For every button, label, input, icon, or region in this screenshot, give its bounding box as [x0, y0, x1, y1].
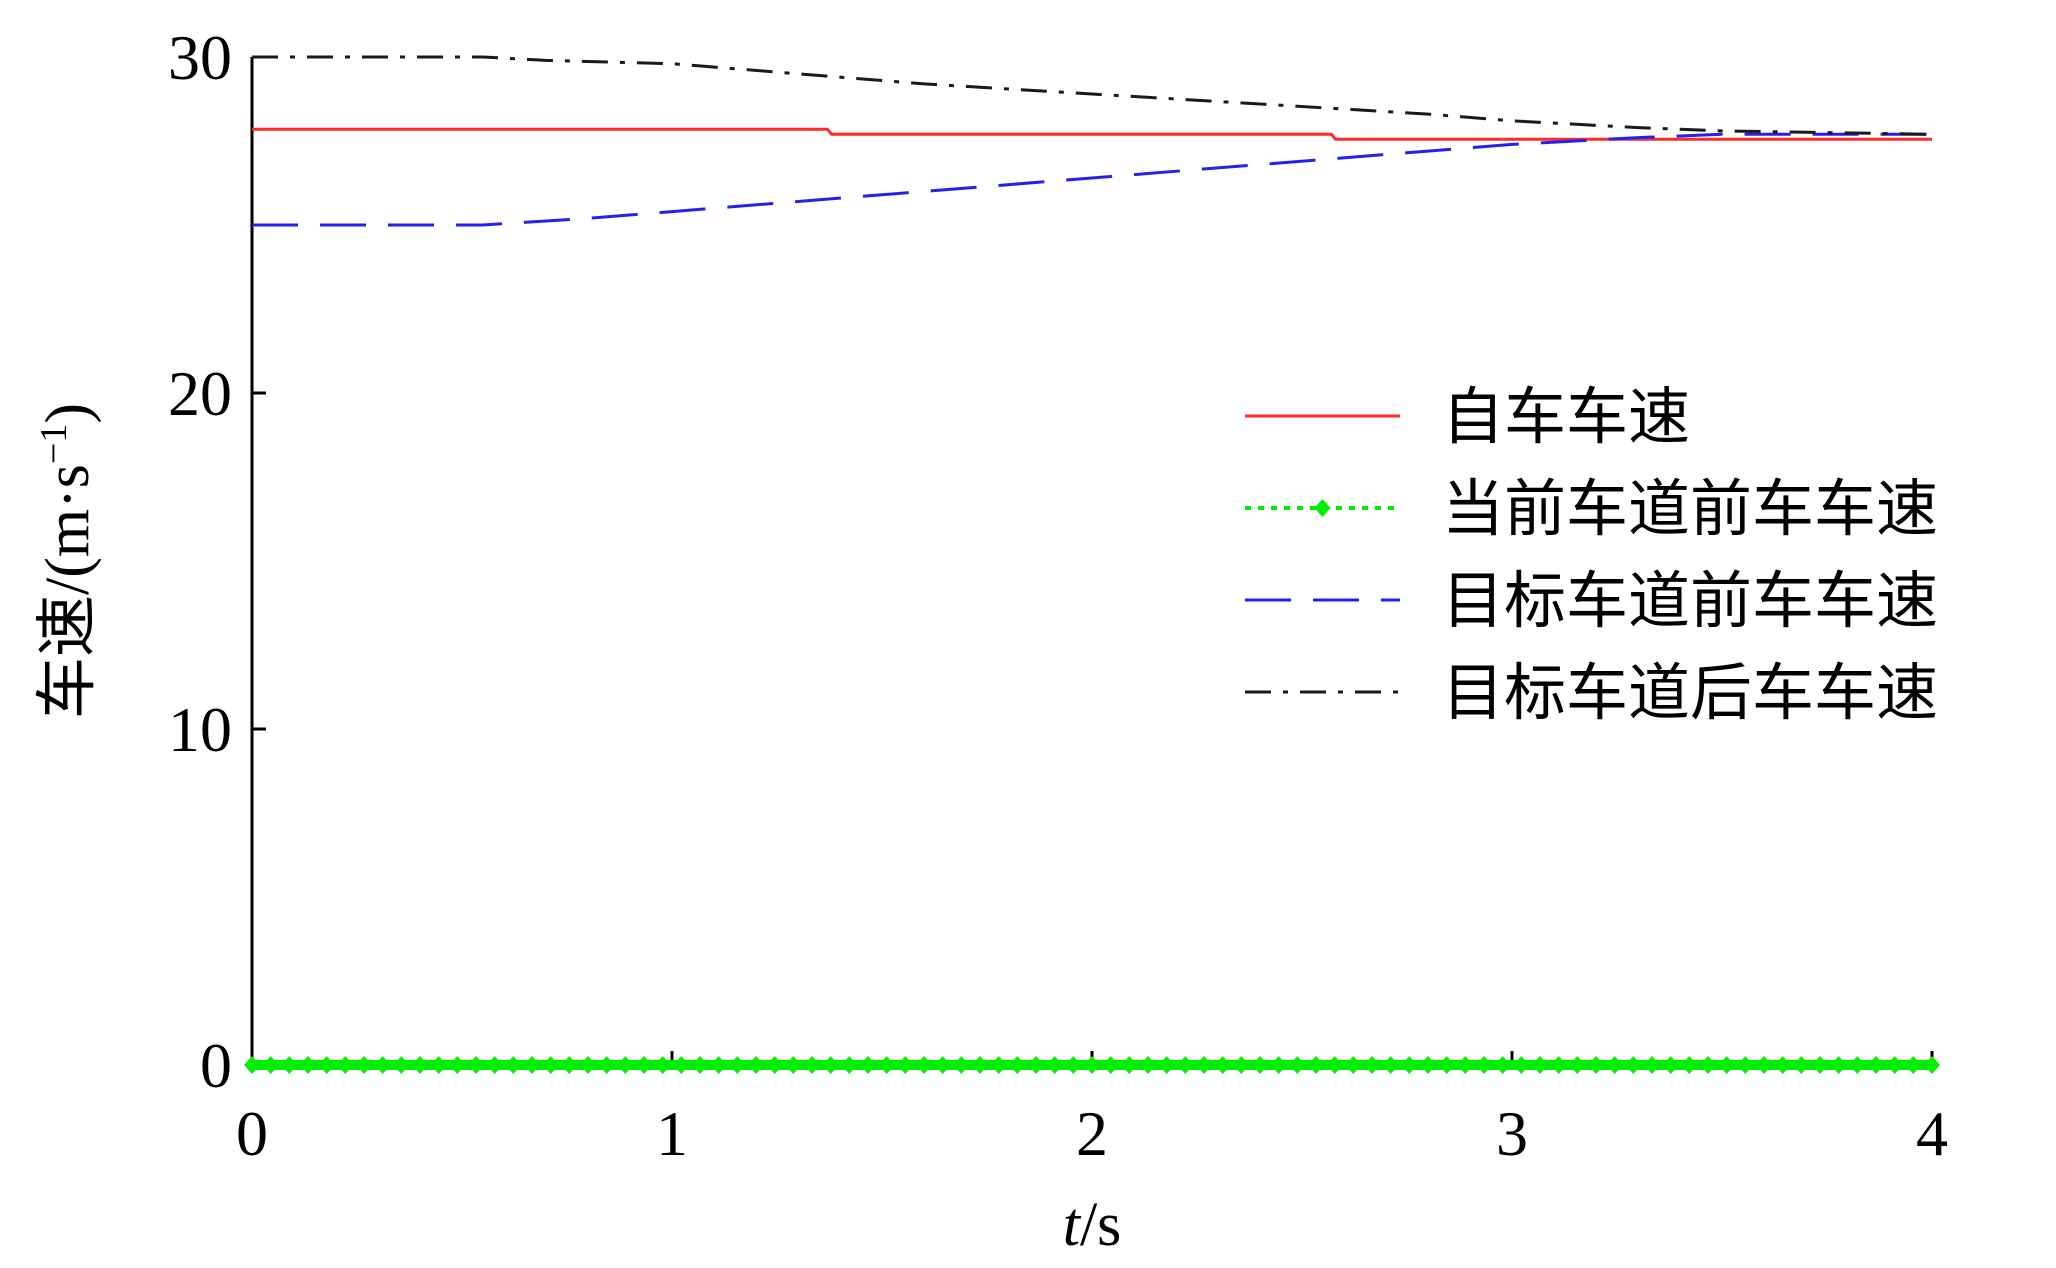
- y-tick-label: 30: [168, 22, 232, 93]
- series-line-2: [252, 132, 1932, 227]
- legend-label-1: 当前车道前车车速: [1442, 472, 1938, 545]
- series-line-0: [252, 127, 1932, 141]
- x-ticks: 0 1 2 3 4: [236, 1051, 1948, 1169]
- legend-marker-1: [1314, 499, 1331, 517]
- legend-label-3: 目标车道后车车速: [1442, 656, 1938, 729]
- x-axis-label-unit: /s: [1080, 1191, 1121, 1259]
- x-tick-label: 4: [1916, 1098, 1948, 1169]
- y-axis-label-superscript: −1: [33, 424, 75, 464]
- x-tick-label: 1: [656, 1098, 688, 1169]
- x-tick-label: 0: [236, 1098, 268, 1169]
- legend-label-0: 自车车速: [1442, 380, 1690, 453]
- y-axis-label-close: ): [34, 403, 102, 424]
- y-axis-label-text: 车速/(m·s: [34, 464, 102, 719]
- x-tick-label: 2: [1076, 1098, 1108, 1169]
- y-tick-label: 20: [168, 358, 232, 429]
- x-axis-label: t/s: [1063, 1191, 1122, 1259]
- x-axis-label-symbol: t: [1063, 1191, 1082, 1259]
- y-tick-label: 0: [200, 1030, 232, 1101]
- x-tick-label: 3: [1496, 1098, 1528, 1169]
- series-layer: [244, 55, 1940, 1074]
- y-axis-label: 车速/(m·s−1): [33, 403, 102, 719]
- legend-label-2: 目标车道前车车速: [1442, 564, 1938, 637]
- y-tick-label: 10: [168, 694, 232, 765]
- series-line-3: [252, 55, 1933, 136]
